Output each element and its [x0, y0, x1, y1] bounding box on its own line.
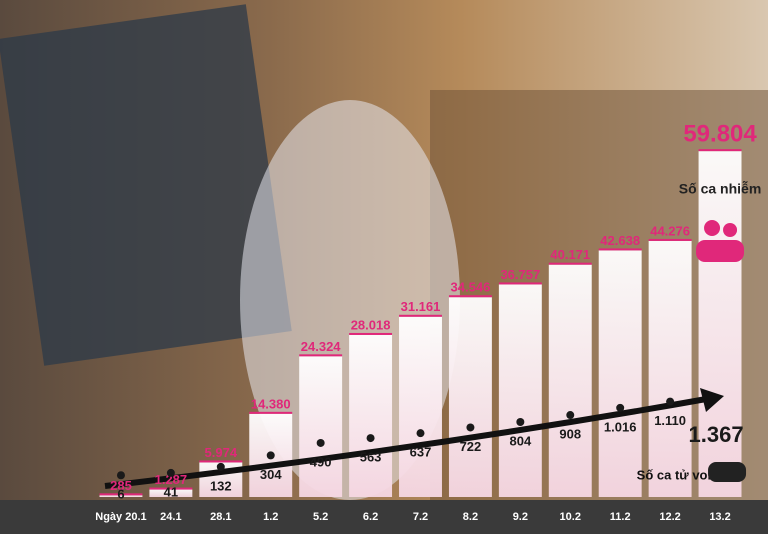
death-label: 490	[310, 454, 332, 469]
infected-label: 40.171	[550, 247, 590, 262]
x-tick-label: 9.2	[513, 511, 528, 523]
bar-top	[448, 295, 492, 298]
bar	[598, 250, 642, 497]
bar-top	[498, 282, 542, 285]
death-label: 637	[410, 445, 432, 460]
x-tick-label: 24.1	[160, 511, 181, 523]
x-tick-label: 28.1	[210, 511, 231, 523]
death-label: 1.016	[604, 419, 637, 434]
bar	[648, 240, 692, 497]
infected-icon	[696, 240, 745, 262]
arrow-head	[700, 388, 724, 412]
death-dot	[416, 429, 425, 438]
death-label: 1.110	[654, 413, 686, 428]
x-tick-label: 8.2	[463, 511, 478, 523]
bar-top	[99, 493, 143, 496]
death-dot	[516, 418, 525, 427]
bar	[548, 264, 592, 497]
bar-top	[399, 314, 442, 317]
x-tick-label: Ngày 20.1	[95, 511, 146, 523]
death-label: 722	[460, 439, 482, 454]
death-dot	[366, 434, 375, 443]
bars	[99, 149, 742, 497]
infected-label: 42.638	[600, 233, 640, 248]
bar-top	[299, 354, 343, 357]
death-label: 6	[117, 487, 124, 502]
infected-label: 34.546	[451, 280, 491, 295]
infected-label: 31.161	[401, 299, 441, 314]
x-axis-strip	[0, 500, 768, 534]
bar-top	[548, 262, 592, 265]
bar-top	[249, 411, 293, 414]
death-dot	[616, 403, 625, 412]
x-tick-label: 13.2	[709, 511, 730, 523]
bar	[698, 151, 742, 497]
infected-icon	[704, 220, 721, 236]
legend-deaths: Số ca tử vong	[637, 467, 724, 482]
legend-infected: Số ca nhiễm	[679, 181, 761, 197]
death-label: 132	[210, 478, 232, 493]
trend-arrow	[104, 395, 713, 489]
infected-label: 24.324	[301, 339, 342, 354]
death-dot	[166, 468, 175, 477]
bar	[448, 297, 492, 497]
death-dot	[266, 451, 275, 460]
death-label: 563	[360, 450, 382, 465]
bar-top	[149, 487, 193, 490]
bar-top	[698, 149, 742, 152]
infected-label: 28.018	[351, 317, 391, 332]
bar-top	[349, 332, 393, 335]
x-tick-label: 11.2	[610, 511, 631, 523]
death-label: 804	[509, 433, 531, 448]
death-dot	[216, 462, 225, 471]
death-dot	[316, 438, 325, 447]
infected-label: 285	[110, 478, 132, 493]
infected-label: 1.287	[155, 472, 188, 487]
death-dot	[116, 471, 125, 480]
infected-label: 44.276	[650, 223, 690, 238]
death-label: 304	[260, 467, 282, 482]
infected-label: 36.757	[500, 267, 540, 282]
xray-film	[0, 4, 292, 366]
death-dot	[666, 397, 675, 406]
death-label: 908	[559, 426, 581, 441]
bar	[399, 316, 442, 497]
death-icon	[708, 462, 747, 482]
x-tick-label: 1.2	[263, 511, 278, 523]
x-tick-label: 12.2	[659, 511, 680, 523]
x-tick-label: 5.2	[313, 511, 328, 523]
bar-top	[598, 248, 642, 251]
death-label: 1.367	[689, 422, 744, 447]
labels: 285 Ngày 20.1 1.287 24.1 5.974 28.1 14.380 1.2 2…	[95, 120, 761, 522]
death-dot	[466, 423, 475, 432]
bar-top	[199, 460, 243, 463]
bar	[299, 356, 343, 497]
infected-icon	[723, 223, 738, 237]
bar-top	[648, 238, 692, 241]
death-dot	[566, 411, 575, 420]
x-tick-label: 10.2	[560, 511, 581, 523]
infected-label: 14.380	[251, 396, 291, 411]
x-tick-label: 7.2	[413, 511, 428, 523]
bar	[99, 495, 143, 497]
death-label: 41	[164, 484, 178, 499]
bar	[349, 334, 393, 497]
infected-label: 5.974	[205, 445, 238, 460]
bar	[149, 489, 193, 497]
bar	[498, 284, 542, 497]
infected-label: 59.804	[683, 120, 757, 147]
x-tick-label: 6.2	[363, 511, 378, 523]
